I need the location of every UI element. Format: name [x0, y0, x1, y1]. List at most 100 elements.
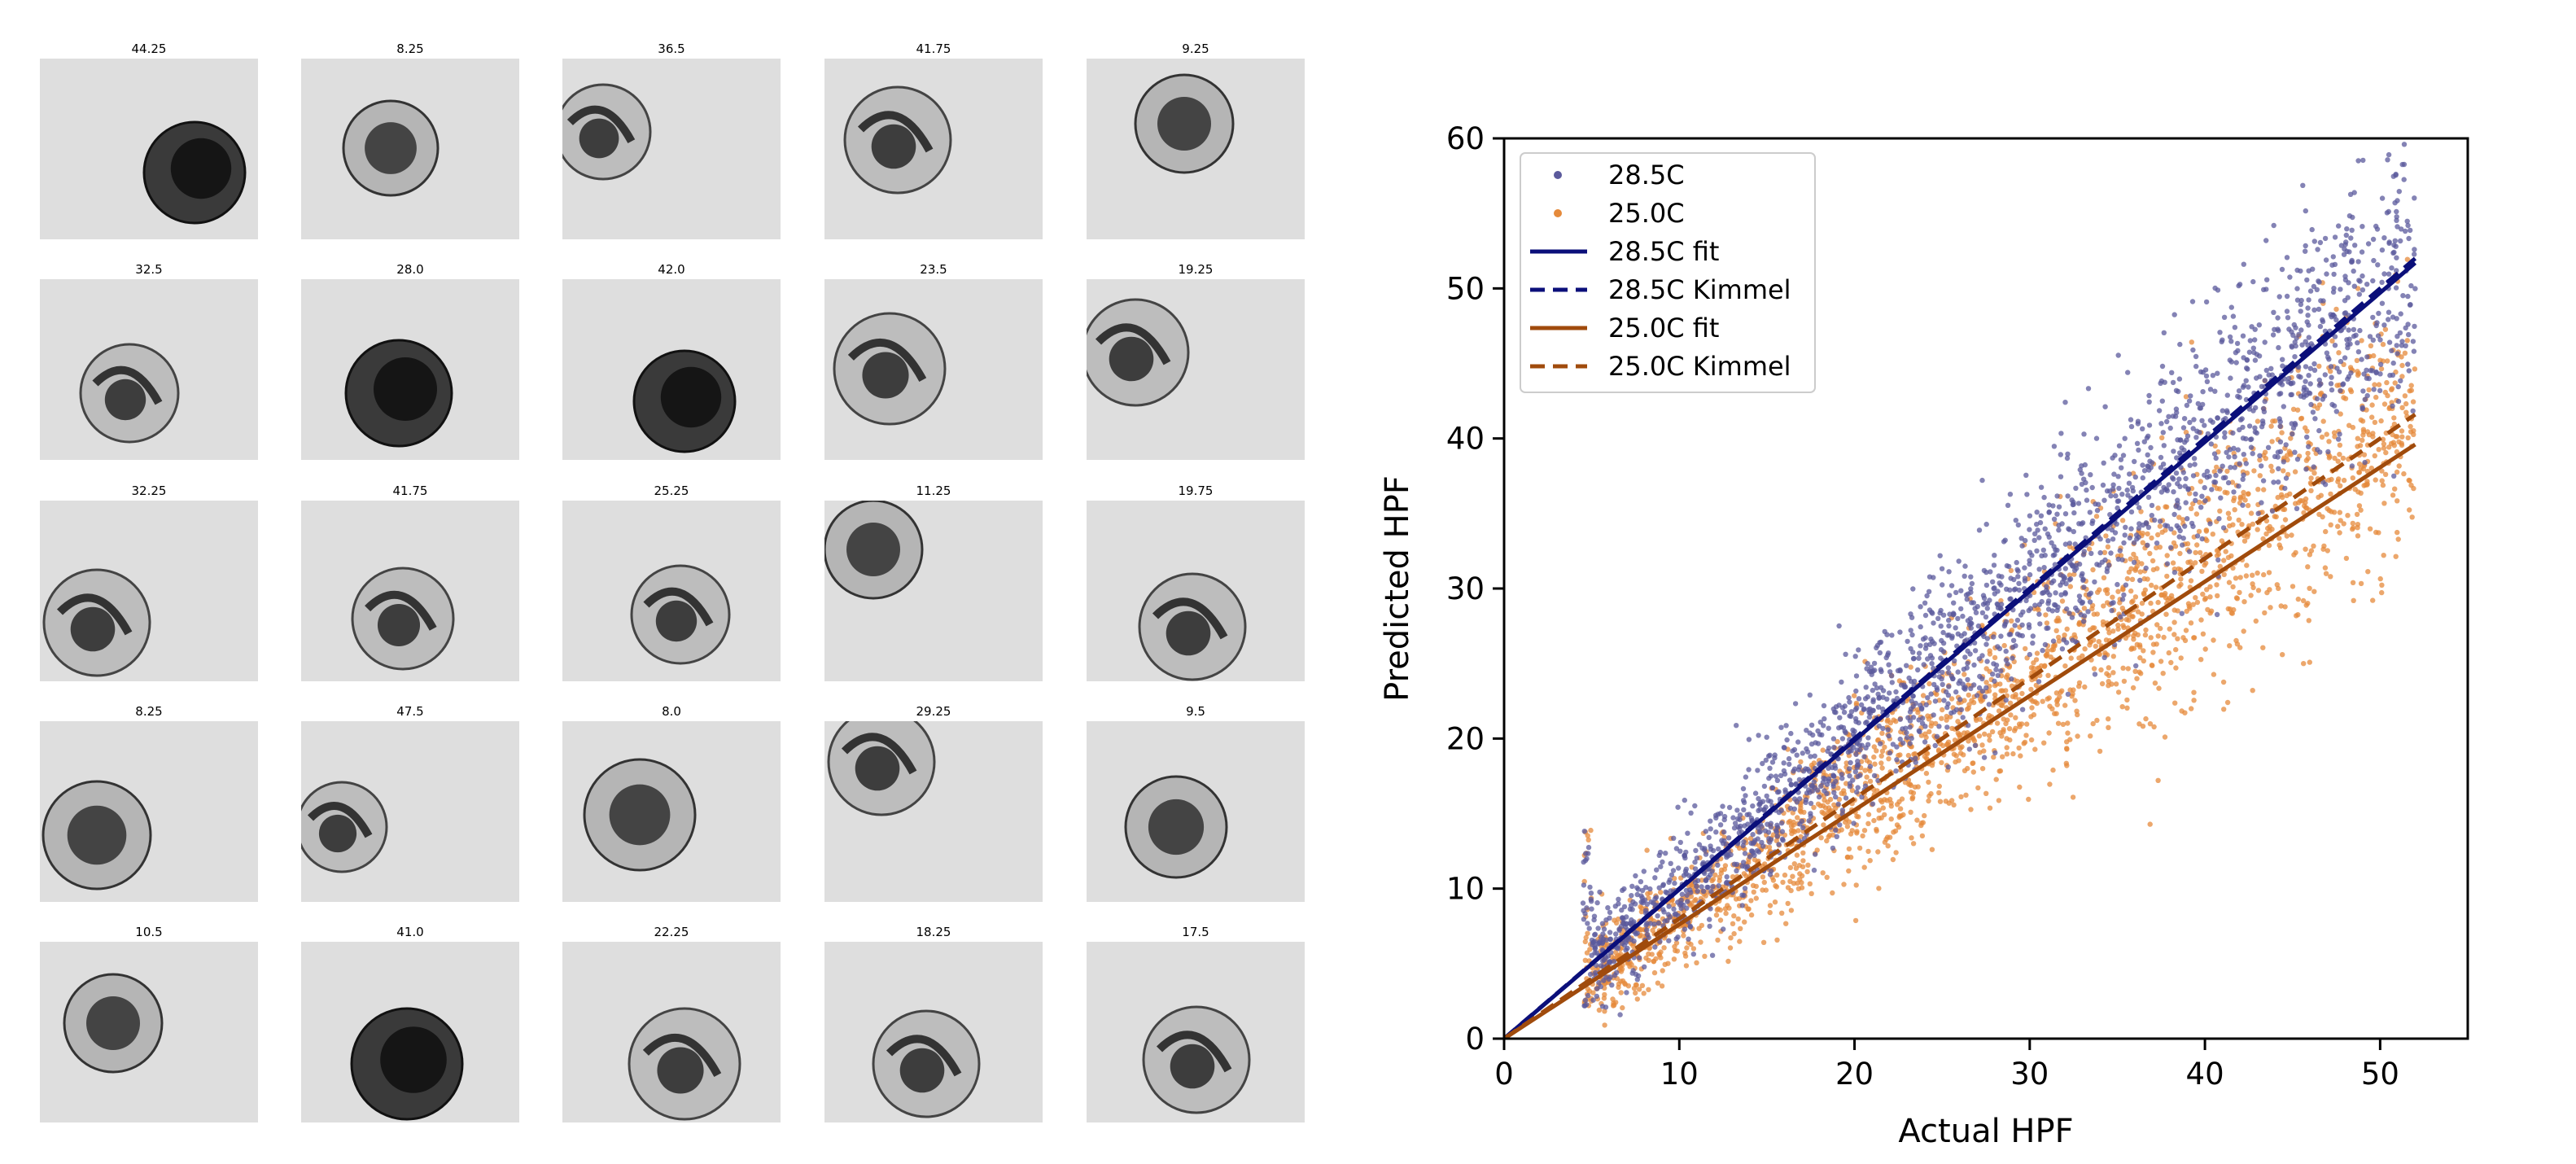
scatter-point: [1922, 812, 1927, 819]
scatter-point: [2401, 161, 2408, 168]
scatter-point: [1846, 846, 1852, 852]
scatter-point: [2394, 334, 2400, 339]
scatter-point: [2364, 429, 2371, 435]
scatter-point: [1677, 848, 1683, 854]
scatter-point: [2060, 721, 2066, 728]
scatter-point: [1585, 833, 1590, 838]
scatter-point: [1734, 868, 1739, 873]
scatter-point: [1853, 882, 1859, 888]
scatter-point: [2377, 361, 2384, 367]
scatter-point: [1948, 714, 1953, 720]
y-tick-label: 60: [1446, 121, 1485, 156]
scatter-point: [1984, 606, 1990, 611]
scatter-point: [2325, 548, 2330, 554]
scatter-point: [2104, 587, 2110, 593]
scatter-point: [1831, 773, 1837, 779]
scatter-point: [2140, 462, 2145, 468]
scatter-point: [1584, 855, 1590, 862]
scatter-point: [2338, 358, 2344, 365]
scatter-point: [2013, 643, 2018, 649]
scatter-point: [2303, 602, 2309, 608]
scatter-point: [1738, 926, 1743, 931]
scatter-point: [1660, 859, 1665, 865]
scatter-point: [2237, 496, 2243, 501]
scatter-point: [1656, 952, 1663, 958]
scatter-point: [1998, 633, 2004, 639]
scatter-point: [2251, 468, 2257, 474]
scatter-point: [2207, 594, 2213, 600]
scatter-point: [2381, 322, 2387, 328]
scatter-point: [2231, 489, 2237, 495]
scatter-point: [2350, 475, 2355, 481]
scatter-point: [1824, 838, 1830, 844]
scatter-point: [1582, 939, 1588, 945]
scatter-point: [1970, 760, 1976, 766]
scatter-point: [2183, 628, 2189, 633]
scatter-point: [2377, 575, 2383, 582]
embryo-thumbnail: 42.0: [562, 261, 781, 460]
embryo-thumbnail: 19.75: [1087, 483, 1305, 681]
scatter-point: [2030, 633, 2036, 639]
scatter-point: [2260, 645, 2266, 650]
scatter-point: [1852, 729, 1857, 734]
scatter-point: [2148, 600, 2154, 606]
scatter-point: [2392, 200, 2398, 206]
scatter-point: [1939, 759, 1944, 766]
scatter-point: [1586, 926, 1592, 931]
scatter-point: [2289, 344, 2294, 349]
scatter-point: [2303, 339, 2308, 344]
scatter-point: [1993, 667, 1999, 672]
scatter-point: [1726, 804, 1733, 811]
legend-label: 25.0C Kimmel: [1608, 351, 1791, 382]
scatter-point: [1596, 980, 1602, 986]
scatter-point: [1612, 917, 1617, 923]
scatter-point: [2277, 391, 2284, 396]
scatter-point: [2293, 549, 2298, 556]
scatter-point: [2373, 322, 2379, 329]
scatter-point: [1582, 997, 1589, 1004]
scatter-point: [2062, 566, 2068, 571]
scatter-point: [2360, 224, 2365, 230]
scatter-point: [1979, 766, 1986, 772]
scatter-point: [2193, 363, 2199, 370]
scatter-point: [2391, 415, 2397, 421]
scatter-point: [1843, 760, 1849, 766]
scatter-point: [1936, 783, 1942, 790]
scatter-point: [1589, 906, 1594, 912]
scatter-point: [2263, 287, 2269, 292]
embryo-image: [1087, 59, 1305, 239]
scatter-point: [1879, 748, 1886, 754]
scatter-point: [1730, 921, 1736, 926]
scatter-point: [1639, 982, 1646, 989]
scatter-point: [2187, 462, 2193, 468]
scatter-point: [2041, 565, 2047, 571]
scatter-point: [1836, 796, 1843, 803]
scatter-point: [2381, 441, 2387, 447]
scatter-point: [2354, 511, 2360, 518]
scatter-point: [2329, 314, 2334, 320]
scatter-point: [1763, 804, 1769, 810]
scatter-point: [2101, 603, 2106, 609]
scatter-point: [2394, 498, 2400, 504]
scatter-point: [1830, 736, 1837, 742]
scatter-point: [2104, 600, 2110, 606]
scatter-point: [1769, 759, 1776, 765]
scatter-point: [2123, 635, 2129, 641]
scatter-point: [2079, 463, 2084, 469]
scatter-point: [1923, 642, 1929, 648]
scatter-point: [2355, 533, 2361, 539]
scatter-point: [1839, 790, 1844, 796]
scatter-point: [1778, 820, 1785, 826]
scatter-point: [1739, 892, 1745, 898]
scatter-point: [2303, 208, 2308, 214]
scatter-point: [2145, 433, 2151, 439]
scatter-point: [2407, 388, 2412, 394]
scatter-point: [1939, 715, 1944, 721]
scatter-point: [1740, 798, 1747, 803]
scatter-point: [1585, 844, 1592, 851]
scatter-point: [2333, 409, 2339, 414]
scatter-point: [1885, 843, 1891, 849]
scatter-point: [1893, 719, 1899, 724]
scatter-point: [1936, 724, 1942, 729]
scatter-point: [1805, 862, 1811, 868]
